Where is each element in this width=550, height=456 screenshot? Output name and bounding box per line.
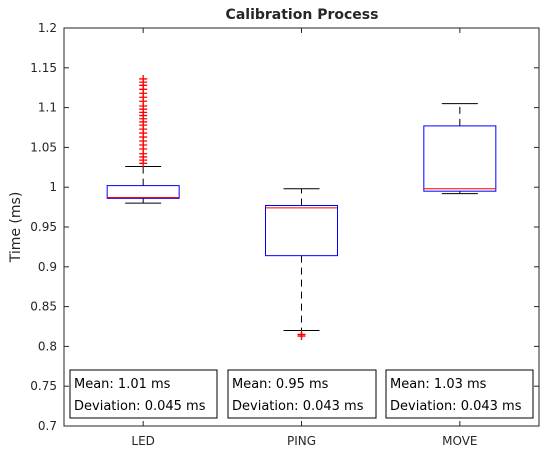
y-tick-label: 0.85: [30, 300, 57, 314]
chart-title: Calibration Process: [226, 7, 379, 23]
outlier-point: [297, 330, 306, 339]
mean-text: Mean: 1.03 ms: [390, 377, 487, 392]
iqr-box: [423, 125, 497, 192]
iqr-box: [265, 205, 338, 257]
x-tick-label: MOVE: [442, 434, 477, 448]
outlier-point: [139, 74, 148, 83]
box-series: [106, 74, 497, 341]
iqr-box: [106, 185, 180, 199]
x-tick-label: LED: [131, 434, 155, 448]
deviation-text: Deviation: 0.043 ms: [390, 399, 522, 414]
y-tick-label: 0.75: [30, 379, 57, 393]
y-tick-label: 0.95: [30, 220, 57, 234]
y-tick-label: 0.9: [38, 260, 57, 274]
y-tick-label: 1.15: [30, 61, 57, 75]
y-tick-label: 1: [49, 180, 57, 194]
mean-text: Mean: 0.95 ms: [232, 377, 329, 392]
x-tick-label: PING: [287, 434, 316, 448]
deviation-text: Deviation: 0.045 ms: [74, 399, 206, 414]
box-led: [106, 74, 180, 204]
y-tick-label: 1.2: [38, 21, 57, 35]
annotation-ping: Mean: 0.95 ms Deviation: 0.043 ms: [227, 369, 377, 419]
annotation-move: Mean: 1.03 ms Deviation: 0.043 ms: [385, 369, 534, 419]
stat-annotations: Mean: 1.01 ms Deviation: 0.045 ms Mean: 0.…: [69, 369, 534, 419]
y-tick-label: 1.05: [30, 140, 57, 154]
box-move: [423, 103, 497, 195]
y-tick-label: 0.7: [38, 419, 57, 433]
annotation-box: [385, 369, 534, 419]
annotation-box: [69, 369, 218, 419]
box-ping: [265, 188, 338, 341]
annotation-led: Mean: 1.01 ms Deviation: 0.045 ms: [69, 369, 218, 419]
y-tick-label: 0.8: [38, 339, 57, 353]
annotation-box: [227, 369, 377, 419]
y-tick-label: 1.1: [38, 101, 57, 115]
x-axis-ticks: LED PING MOVE: [131, 28, 478, 448]
y-axis-ticks: 0.7 0.75 0.8 0.85 0.9 0.95 1 1.05 1.1 1.15 1.2: [30, 21, 539, 433]
plot-area: [63, 27, 540, 427]
mean-text: Mean: 1.01 ms: [74, 377, 171, 392]
deviation-text: Deviation: 0.043 ms: [232, 399, 364, 414]
y-axis-label: Time (ms): [8, 192, 24, 264]
